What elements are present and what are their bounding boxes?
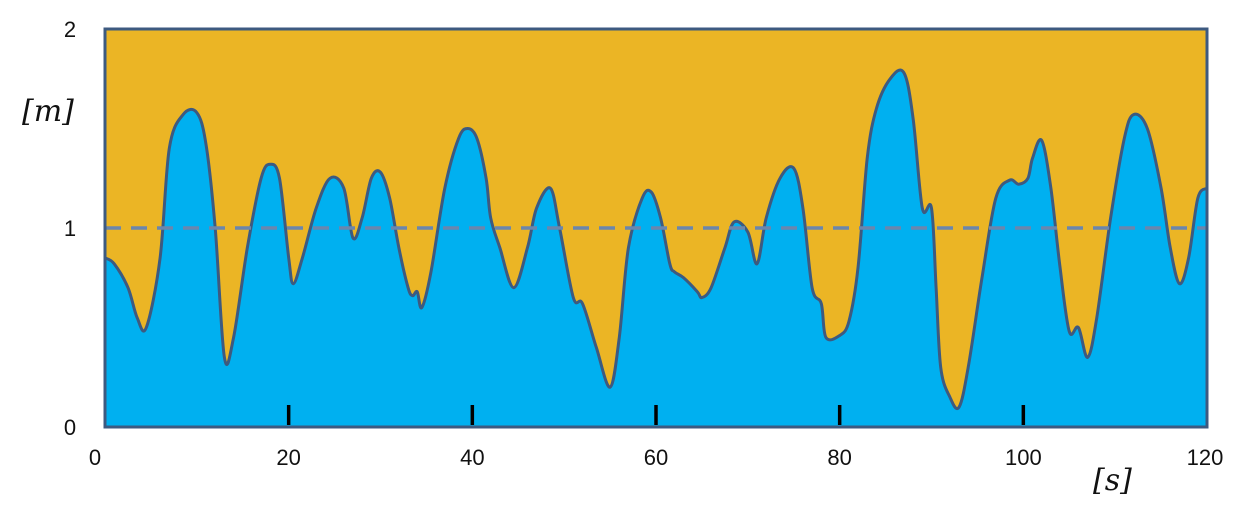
y-tick-label-2: 2 — [64, 17, 76, 42]
x-tick-marks — [286, 405, 1026, 425]
area-series-line — [104, 68, 1209, 411]
y-axis-label: [m] — [22, 94, 74, 129]
x-tick-label-80: 80 — [827, 445, 851, 470]
x-tick-label-60: 60 — [644, 445, 668, 470]
x-tick-label-100: 100 — [1005, 445, 1042, 470]
x-tick-label-120: 120 — [1187, 445, 1224, 470]
x-tick-label-40: 40 — [460, 445, 484, 470]
x-tick-label-0: 0 — [89, 445, 101, 470]
x-tick-labels: 0 20 40 60 80 100 120 — [89, 445, 1223, 470]
area-fill — [105, 70, 1207, 427]
plot-frame — [103, 27, 1209, 429]
y-tick-label-0: 0 — [64, 415, 76, 440]
x-axis-label: [s] — [1093, 463, 1132, 498]
y-tick-label-1: 1 — [64, 216, 76, 241]
y-tick-labels: 0 1 2 — [64, 17, 76, 440]
x-tick-label-20: 20 — [276, 445, 300, 470]
